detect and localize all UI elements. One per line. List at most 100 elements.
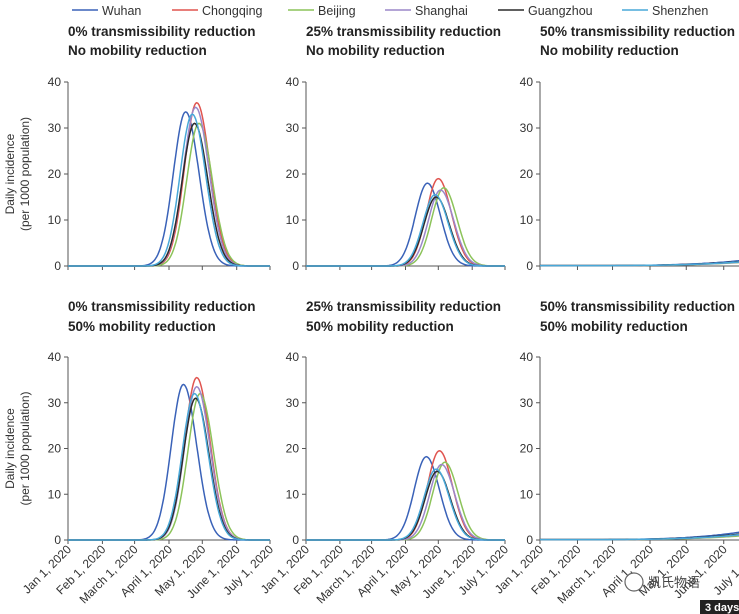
panel-3: 50% transmissibility reduction No mobilit… [520, 24, 739, 273]
series-line-beijing [68, 122, 270, 267]
series-line-beijing [306, 187, 505, 267]
legend-label: Wuhan [102, 4, 141, 18]
series-line-guangzhou [68, 122, 270, 267]
y-tick-label: 0 [526, 259, 533, 273]
series-line-wuhan [306, 455, 505, 541]
y-tick-label: 40 [520, 350, 534, 364]
panel-5: 25% transmissibility reduction 50% mobili… [258, 299, 511, 606]
y-tick-label: 0 [54, 533, 61, 547]
legend-item-guangzhou: Guangzhou [498, 4, 593, 18]
y-tick-label: 0 [54, 259, 61, 273]
series-group [540, 531, 739, 541]
series-line-guangzhou [306, 196, 505, 267]
series-line-shenzhen [306, 193, 505, 267]
panel-title: 50% mobility reduction [540, 319, 688, 334]
panel-title: 25% transmissibility reduction [306, 24, 501, 39]
series-group [68, 376, 270, 541]
panel-6: 50% transmissibility reduction 50% mobili… [492, 299, 739, 606]
axis-lines [539, 357, 739, 541]
y-tick-label: 20 [48, 167, 62, 181]
y-tick-label: 0 [292, 533, 299, 547]
badge: 3 days [700, 600, 739, 614]
y-tick-label: 20 [48, 442, 62, 456]
panel-title: 0% transmissibility reduction [68, 299, 256, 314]
panel-1: 0% transmissibility reduction No mobility… [3, 24, 271, 273]
series-group [540, 259, 739, 267]
y-axis-label: Daily incidence [3, 133, 17, 214]
legend: Wuhan Chongqing Beijing Shanghai Guangzhou Sh… [72, 4, 708, 18]
axis-lines [539, 82, 739, 267]
legend-item-chongqing: Chongqing [172, 4, 263, 18]
y-tick-label: 30 [520, 396, 534, 410]
y-tick-label: 10 [520, 487, 534, 501]
panel-title: No mobility reduction [540, 43, 679, 58]
wechat-icon [624, 572, 644, 592]
panel-4: 0% transmissibility reduction 50% mobilit… [3, 299, 276, 606]
y-tick-label: 20 [520, 167, 534, 181]
series-group [306, 177, 505, 267]
y-tick-label: 20 [520, 442, 534, 456]
y-tick-label: 10 [48, 213, 62, 227]
series-line-shanghai [306, 463, 505, 541]
panel-title: 25% transmissibility reduction [306, 299, 501, 314]
y-tick-label: 30 [286, 121, 300, 135]
series-line-chongqing [306, 450, 505, 541]
legend-item-shanghai: Shanghai [385, 4, 468, 18]
legend-label: Chongqing [202, 4, 263, 18]
series-line-guangzhou [306, 470, 505, 541]
legend-label: Guangzhou [528, 4, 593, 18]
panel-title: 0% transmissibility reduction [68, 24, 256, 39]
watermark: 凯氏物语 [624, 572, 700, 592]
y-tick-label: 30 [286, 396, 300, 410]
panel-title: 50% mobility reduction [68, 319, 216, 334]
legend-label: Shenzhen [652, 4, 708, 18]
series-line-wuhan [306, 182, 505, 267]
series-line-wuhan [68, 383, 270, 541]
panel-title: 50% transmissibility reduction [540, 24, 735, 39]
y-tick-label: 40 [520, 75, 534, 89]
y-tick-label: 20 [286, 167, 300, 181]
y-tick-label: 40 [286, 75, 300, 89]
panel-2: 25% transmissibility reduction No mobilit… [286, 24, 506, 273]
series-line-beijing [306, 461, 505, 541]
panel-title: No mobility reduction [68, 43, 207, 58]
series-line-shenzhen [306, 468, 505, 541]
legend-item-shenzhen: Shenzhen [622, 4, 708, 18]
y-tick-label: 10 [48, 487, 62, 501]
y-tick-label: 40 [286, 350, 300, 364]
y-tick-label: 30 [520, 121, 534, 135]
legend-item-wuhan: Wuhan [72, 4, 141, 18]
panel-title: 50% transmissibility reduction [540, 299, 735, 314]
y-axis-label: (per 1000 population) [18, 117, 32, 231]
series-line-shenzhen [540, 533, 739, 541]
axis-lines [67, 357, 270, 541]
badge-text: 3 days [705, 602, 739, 614]
y-tick-label: 0 [526, 533, 533, 547]
y-axis-label: (per 1000 population) [18, 391, 32, 505]
axis-lines [305, 357, 505, 541]
series-line-chongqing [306, 177, 505, 267]
y-tick-label: 0 [292, 259, 299, 273]
y-tick-label: 10 [520, 213, 534, 227]
y-axis-label: Daily incidence [3, 408, 17, 489]
y-tick-label: 30 [48, 121, 62, 135]
panel-title: No mobility reduction [306, 43, 445, 58]
legend-label: Shanghai [415, 4, 468, 18]
y-tick-label: 40 [48, 350, 62, 364]
y-tick-label: 10 [286, 213, 300, 227]
y-tick-label: 20 [286, 442, 300, 456]
series-group [306, 450, 505, 541]
series-line-shanghai [306, 189, 505, 267]
legend-label: Beijing [318, 4, 356, 18]
series-group [68, 101, 270, 267]
series-line-shenzhen [540, 261, 739, 267]
y-tick-label: 40 [48, 75, 62, 89]
axis-lines [305, 82, 505, 267]
panel-title: 50% mobility reduction [306, 319, 454, 334]
panels: 0% transmissibility reduction No mobility… [3, 24, 739, 606]
y-tick-label: 10 [286, 487, 300, 501]
legend-item-beijing: Beijing [288, 4, 356, 18]
series-line-shenzhen [68, 392, 270, 541]
series-line-guangzhou [68, 397, 270, 541]
